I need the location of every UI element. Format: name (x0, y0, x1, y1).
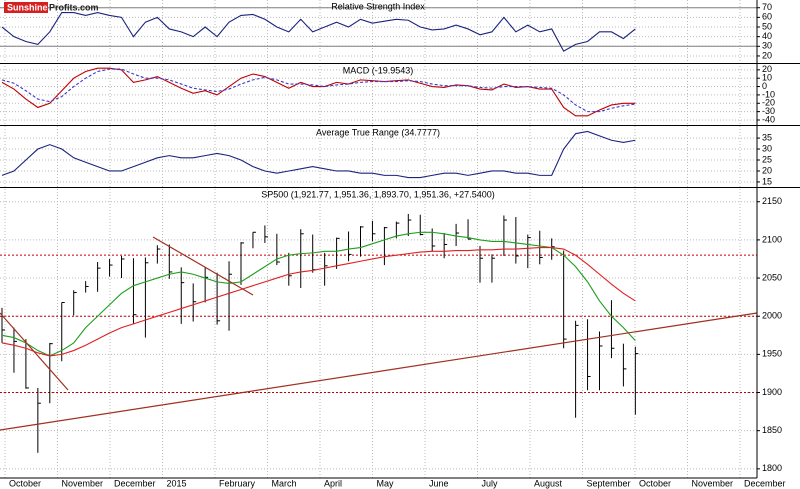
y-tick-label: 40 (762, 31, 772, 41)
trendline (0, 312, 69, 391)
y-tick-label: 2100 (762, 234, 782, 244)
x-tick-label: November (62, 478, 104, 488)
y-tick-label: 2150 (762, 196, 782, 206)
x-tick-label: July (482, 478, 499, 488)
series-line (1, 130, 636, 179)
x-tick-label: June (429, 478, 449, 488)
logo-part1: Sunshine (7, 2, 48, 12)
x-tick-label: September (587, 478, 631, 488)
y-tick-label: 20 (762, 50, 772, 60)
x-tick-label: November (692, 478, 734, 488)
y-tick-label: 30 (762, 143, 772, 153)
y-tick-label: 1850 (762, 425, 782, 435)
x-tick-label: May (377, 478, 395, 488)
x-tick-label: October (9, 478, 41, 488)
x-tick-label: August (534, 478, 563, 488)
y-tick-label: -10 (762, 89, 775, 99)
x-tick-label: April (324, 478, 342, 488)
x-tick-label: February (219, 478, 256, 488)
series-line (1, 68, 636, 113)
logo-part2: Profits.com (49, 2, 99, 12)
trendline (152, 236, 254, 296)
y-tick-label: 35 (762, 132, 772, 142)
y-tick-label: 60 (762, 12, 772, 22)
panel-title: Average True Range (34.7777) (316, 127, 440, 137)
x-tick-label: 2015 (167, 478, 187, 488)
x-tick-label: October (639, 478, 671, 488)
y-tick-label: 1900 (762, 387, 782, 397)
x-tick-label: December (744, 478, 786, 488)
y-tick-label: 15 (762, 176, 772, 186)
y-tick-label: -20 (762, 98, 775, 108)
y-tick-label: 70 (762, 2, 772, 12)
series-line (1, 231, 636, 357)
y-tick-label: 1950 (762, 349, 782, 359)
y-tick-label: 10 (762, 73, 772, 83)
y-tick-label: -40 (762, 114, 775, 124)
y-tick-label: 50 (762, 21, 772, 31)
y-tick-label: 2000 (762, 311, 782, 321)
y-tick-label: 25 (762, 154, 772, 164)
series-line (1, 11, 636, 52)
panel-title: MACD (-19.9543) (343, 65, 414, 75)
y-tick-label: 20 (762, 64, 772, 74)
support-trendline (0, 312, 758, 431)
x-tick-label: March (272, 478, 297, 488)
panel-title: SP500 (1,921.77, 1,951.36, 1,893.70, 1,9… (261, 189, 494, 199)
y-tick-label: 1800 (762, 463, 782, 473)
y-tick-label: 30 (762, 41, 772, 51)
series-line (1, 246, 636, 357)
y-tick-label: 0 (762, 81, 767, 91)
logo-box (4, 2, 48, 13)
panel-title: Relative Strength Index (331, 1, 425, 11)
x-tick-label: December (114, 478, 156, 488)
y-tick-label: -30 (762, 106, 775, 116)
y-tick-label: 2050 (762, 272, 782, 282)
y-tick-label: 20 (762, 165, 772, 175)
